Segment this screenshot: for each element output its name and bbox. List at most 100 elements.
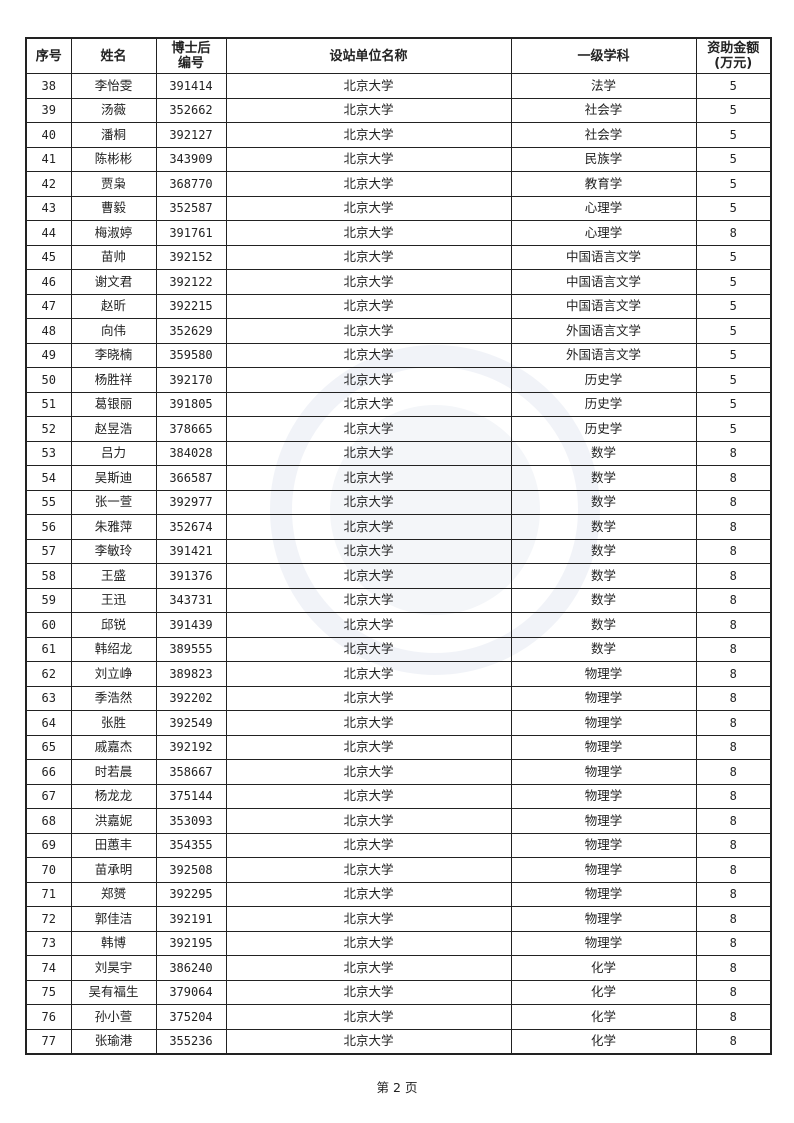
cell-postdoc-id: 375144	[155, 783, 227, 809]
cell-postdoc-id: 379064	[155, 979, 227, 1005]
table-header-row: 序号 姓名 博士后 编号 设站单位名称 一级学科 资助金额 (万元)	[25, 37, 772, 74]
cell-name: 韩博	[70, 930, 157, 956]
cell-index: 61	[25, 636, 72, 662]
cell-discipline: 心理学	[510, 195, 697, 221]
cell-amount: 8	[695, 832, 772, 858]
table-row: 65 戚嘉杰 392192 北京大学 物理学 8	[25, 734, 772, 760]
table-row: 63 季浩然 392202 北京大学 物理学 8	[25, 685, 772, 711]
cell-amount: 8	[695, 881, 772, 907]
table-row: 69 田蕙丰 354355 北京大学 物理学 8	[25, 832, 772, 858]
cell-discipline: 社会学	[510, 122, 697, 148]
cell-index: 77	[25, 1028, 72, 1055]
cell-postdoc-id: 389823	[155, 661, 227, 687]
table-row: 66 时若晨 358667 北京大学 物理学 8	[25, 759, 772, 785]
cell-institution: 北京大学	[225, 661, 512, 687]
cell-discipline: 数学	[510, 538, 697, 564]
cell-index: 67	[25, 783, 72, 809]
cell-postdoc-id: 386240	[155, 955, 227, 981]
cell-institution: 北京大学	[225, 97, 512, 123]
table-row: 48 向伟 352629 北京大学 外国语言文学 5	[25, 318, 772, 344]
cell-postdoc-id: 392192	[155, 734, 227, 760]
cell-amount: 8	[695, 538, 772, 564]
cell-discipline: 历史学	[510, 416, 697, 442]
table-row: 53 吕力 384028 北京大学 数学 8	[25, 440, 772, 466]
cell-institution: 北京大学	[225, 1004, 512, 1030]
table-row: 39 汤薇 352662 北京大学 社会学 5	[25, 97, 772, 123]
cell-name: 汤薇	[70, 97, 157, 123]
cell-index: 57	[25, 538, 72, 564]
cell-postdoc-id: 392549	[155, 710, 227, 736]
table-row: 38 李怡雯 391414 北京大学 法学 5	[25, 73, 772, 99]
table-row: 57 李敏玲 391421 北京大学 数学 8	[25, 538, 772, 564]
cell-institution: 北京大学	[225, 563, 512, 589]
cell-index: 47	[25, 293, 72, 319]
cell-institution: 北京大学	[225, 73, 512, 99]
header-postdoc-id: 博士后 编号	[155, 37, 227, 74]
table-row: 43 曹毅 352587 北京大学 心理学 5	[25, 195, 772, 221]
cell-amount: 5	[695, 122, 772, 148]
table-row: 71 郑赟 392295 北京大学 物理学 8	[25, 881, 772, 907]
cell-name: 赵昱浩	[70, 416, 157, 442]
table-row: 49 李晓楠 359580 北京大学 外国语言文学 5	[25, 342, 772, 368]
table-row: 47 赵昕 392215 北京大学 中国语言文学 5	[25, 293, 772, 319]
cell-discipline: 中国语言文学	[510, 293, 697, 319]
cell-institution: 北京大学	[225, 465, 512, 491]
cell-institution: 北京大学	[225, 171, 512, 197]
cell-index: 42	[25, 171, 72, 197]
cell-discipline: 数学	[510, 465, 697, 491]
cell-amount: 8	[695, 661, 772, 687]
table-row: 72 郭佳洁 392191 北京大学 物理学 8	[25, 906, 772, 932]
cell-discipline: 心理学	[510, 220, 697, 246]
cell-postdoc-id: 358667	[155, 759, 227, 785]
cell-name: 刘昊宇	[70, 955, 157, 981]
cell-discipline: 外国语言文学	[510, 318, 697, 344]
cell-discipline: 中国语言文学	[510, 269, 697, 295]
table-row: 40 潘桐 392127 北京大学 社会学 5	[25, 122, 772, 148]
cell-name: 曹毅	[70, 195, 157, 221]
cell-discipline: 数学	[510, 563, 697, 589]
cell-discipline: 民族学	[510, 146, 697, 172]
cell-name: 韩绍龙	[70, 636, 157, 662]
header-amount: 资助金额 (万元)	[695, 37, 772, 74]
cell-index: 45	[25, 244, 72, 270]
cell-name: 向伟	[70, 318, 157, 344]
cell-name: 贾枭	[70, 171, 157, 197]
cell-discipline: 数学	[510, 514, 697, 540]
cell-amount: 8	[695, 563, 772, 589]
table-row: 61 韩绍龙 389555 北京大学 数学 8	[25, 636, 772, 662]
cell-institution: 北京大学	[225, 808, 512, 834]
cell-postdoc-id: 391421	[155, 538, 227, 564]
cell-postdoc-id: 391414	[155, 73, 227, 99]
cell-name: 赵昕	[70, 293, 157, 319]
cell-amount: 8	[695, 783, 772, 809]
cell-amount: 8	[695, 587, 772, 613]
cell-index: 53	[25, 440, 72, 466]
cell-postdoc-id: 392295	[155, 881, 227, 907]
cell-institution: 北京大学	[225, 832, 512, 858]
cell-amount: 8	[695, 685, 772, 711]
cell-name: 苗承明	[70, 857, 157, 883]
table-row: 58 王盛 391376 北京大学 数学 8	[25, 563, 772, 589]
cell-discipline: 教育学	[510, 171, 697, 197]
cell-institution: 北京大学	[225, 538, 512, 564]
cell-postdoc-id: 354355	[155, 832, 227, 858]
table-row: 68 洪嘉妮 353093 北京大学 物理学 8	[25, 808, 772, 834]
cell-name: 朱雅萍	[70, 514, 157, 540]
cell-amount: 5	[695, 195, 772, 221]
cell-name: 苗帅	[70, 244, 157, 270]
cell-name: 时若晨	[70, 759, 157, 785]
cell-name: 王迅	[70, 587, 157, 613]
cell-index: 50	[25, 367, 72, 393]
table-row: 44 梅淑婷 391761 北京大学 心理学 8	[25, 220, 772, 246]
cell-institution: 北京大学	[225, 514, 512, 540]
cell-name: 吴有福生	[70, 979, 157, 1005]
cell-institution: 北京大学	[225, 269, 512, 295]
cell-amount: 8	[695, 1028, 772, 1055]
cell-postdoc-id: 384028	[155, 440, 227, 466]
table-row: 77 张瑜港 355236 北京大学 化学 8	[25, 1028, 772, 1055]
cell-amount: 5	[695, 269, 772, 295]
cell-institution: 北京大学	[225, 416, 512, 442]
table-row: 74 刘昊宇 386240 北京大学 化学 8	[25, 955, 772, 981]
cell-amount: 8	[695, 955, 772, 981]
cell-amount: 8	[695, 808, 772, 834]
